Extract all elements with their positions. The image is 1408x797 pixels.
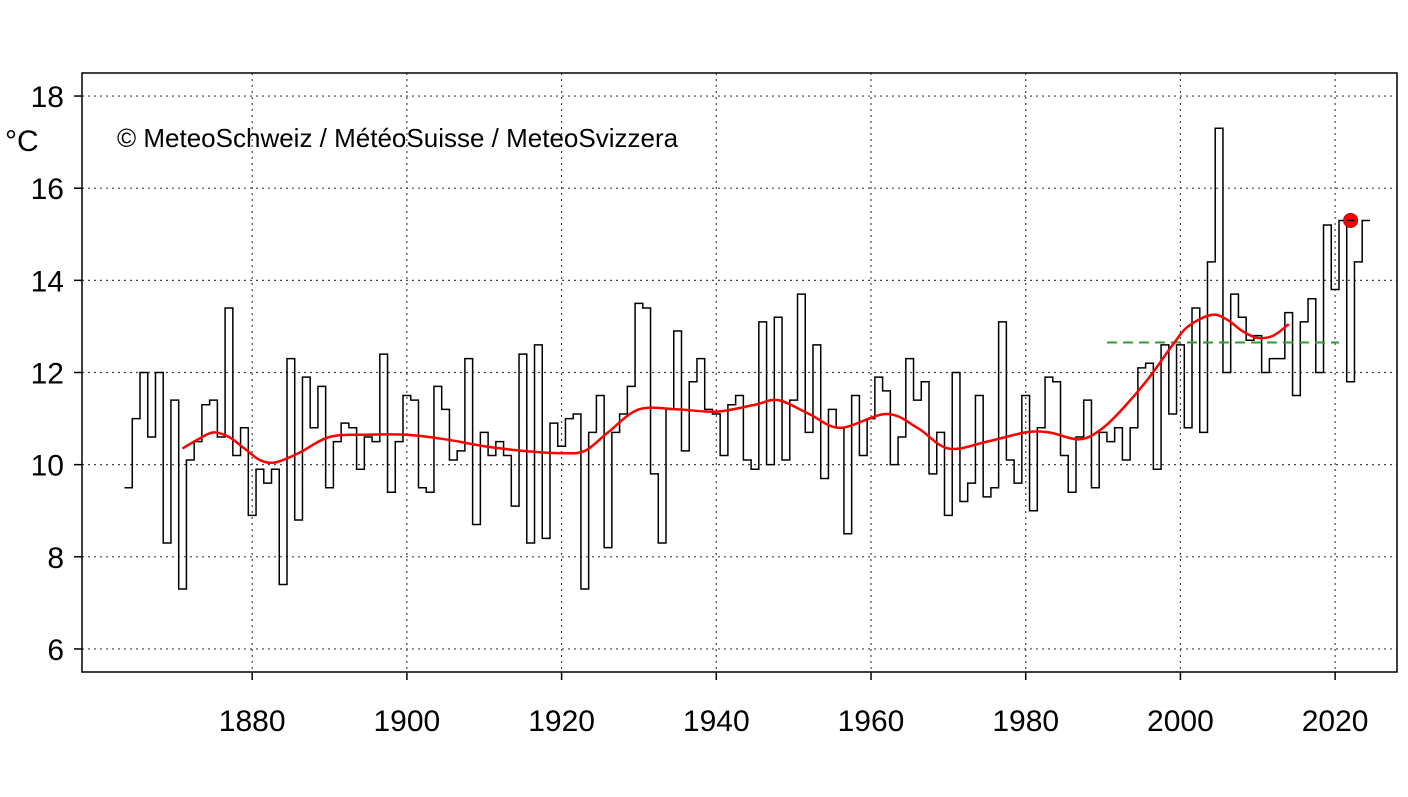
grid-lines bbox=[82, 73, 1397, 672]
x-tick-label: 1940 bbox=[683, 705, 750, 738]
annual-mean-step-line bbox=[124, 127, 1370, 590]
x-tick-label: 2020 bbox=[1302, 705, 1369, 738]
y-axis-unit-label: °C bbox=[5, 125, 39, 158]
x-tick-label: 1980 bbox=[992, 705, 1059, 738]
y-tick-label: 10 bbox=[31, 450, 64, 483]
x-tick-label: 1920 bbox=[528, 705, 595, 738]
y-tick-label: 16 bbox=[31, 173, 64, 206]
x-tick-label: 1900 bbox=[374, 705, 441, 738]
y-tick-label: 6 bbox=[47, 634, 64, 667]
x-axis: 1880 1900 1920 1940 1960 1980 2000 2020 bbox=[219, 672, 1369, 738]
y-tick-label: 18 bbox=[31, 81, 64, 114]
annual-series bbox=[124, 127, 1370, 590]
y-tick-label: 8 bbox=[47, 542, 64, 575]
x-tick-label: 2000 bbox=[1147, 705, 1214, 738]
y-tick-label: 12 bbox=[31, 358, 64, 391]
copyright-notice: © MeteoSchweiz / MétéoSuisse / MeteoSviz… bbox=[117, 123, 679, 153]
smoothed-trend-line bbox=[181, 313, 1290, 465]
x-tick-label: 1960 bbox=[838, 705, 905, 738]
y-tick-label: 14 bbox=[31, 265, 64, 298]
highlight-series bbox=[1343, 212, 1359, 228]
smoothed-series bbox=[181, 313, 1290, 465]
y-axis: 6 8 10 12 14 16 18 bbox=[31, 81, 82, 667]
x-tick-label: 1880 bbox=[219, 705, 286, 738]
